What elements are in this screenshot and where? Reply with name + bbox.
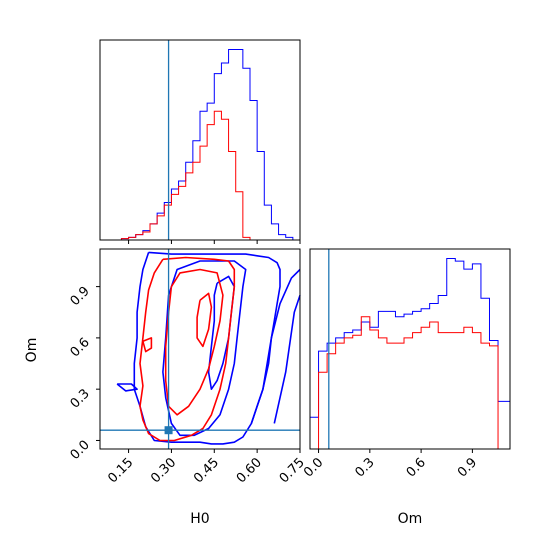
joint-contour-panel: 0.15 0.30 0.45 0.60 0.75 0.00.30.60.9 [68, 248, 308, 486]
h0-hist-blue-series [100, 49, 300, 241]
joint-x-ticks: 0.15 0.30 0.45 0.60 0.75 [105, 449, 308, 486]
h0-histogram-ticks [128, 240, 301, 244]
contour-red [164, 268, 224, 416]
om-hist-red-series [310, 316, 510, 450]
om-histogram-panel: 0.0 0.3 0.6 0.9 [301, 248, 511, 480]
x-axis-label-h0: H0 [190, 511, 209, 527]
om-hist-tick-label: 0.9 [455, 455, 480, 480]
om-histogram-frame [309, 248, 511, 450]
om-histogram-series [309, 258, 511, 450]
contour-blue [207, 275, 236, 391]
om-hist-tick-label: 0.3 [352, 455, 377, 480]
om-histogram-x-ticks: 0.0 0.3 0.6 0.9 [301, 449, 480, 480]
om-hist-blue-series [309, 258, 511, 449]
h0-tick-label: 0.15 [105, 455, 136, 486]
contour-blue [162, 260, 247, 437]
om-tick-label: 0.9 [68, 284, 93, 309]
contour-red [196, 292, 213, 348]
joint-y-ticks: 0.0 0.3 0.6 0.9 [68, 284, 100, 463]
h0-histogram-frame [99, 39, 301, 241]
om-tick-label: 0.0 [68, 438, 93, 463]
joint-contour-series [116, 251, 301, 445]
contour-blue [133, 251, 281, 445]
contour-red [142, 337, 153, 353]
h0-histogram-panel [99, 39, 301, 244]
x-axis-label-om: Om [398, 511, 423, 527]
h0-tick-label: 0.45 [191, 455, 222, 486]
h0-hist-red-series [100, 110, 300, 241]
contour-blue [116, 383, 138, 392]
contour-blue [250, 268, 301, 424]
om-tick-label: 0.6 [68, 335, 93, 360]
h0-tick-label: 0.60 [234, 455, 265, 486]
om-tick-label: 0.3 [68, 386, 93, 411]
om-hist-tick-label: 0.0 [301, 455, 326, 480]
h0-histogram-series [100, 49, 300, 241]
truth-marker [164, 426, 173, 435]
contour-blue [273, 294, 301, 424]
joint-frame [99, 248, 301, 450]
om-hist-tick-label: 0.6 [404, 455, 429, 480]
h0-tick-label: 0.30 [148, 455, 179, 486]
y-axis-label-om: Om [24, 338, 40, 363]
contour-red [139, 256, 236, 442]
